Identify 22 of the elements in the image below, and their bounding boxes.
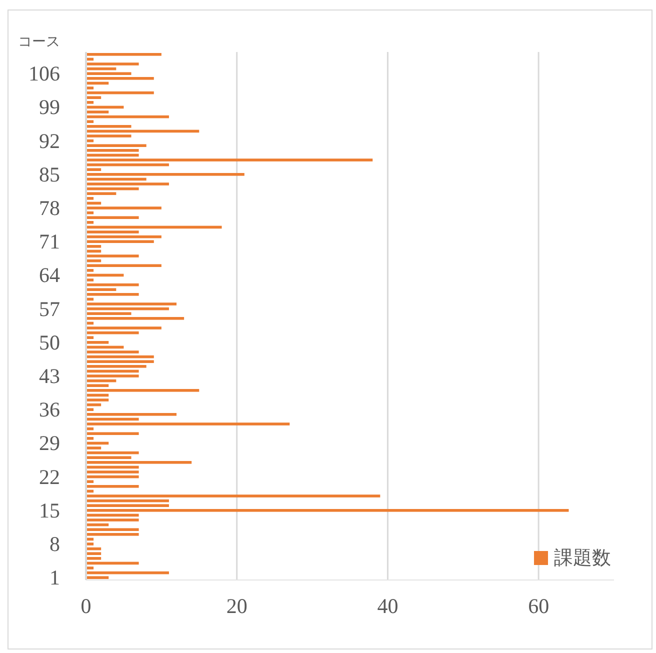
y-tick-label: 64: [39, 263, 60, 288]
y-tick-label: 50: [39, 330, 60, 354]
legend-label: 課題数: [554, 547, 611, 569]
x-tick-label: 20: [226, 594, 248, 618]
y-tick-label: 78: [39, 196, 60, 220]
x-tick-label: 60: [528, 594, 550, 618]
y-tick-label: 15: [39, 498, 60, 522]
x-tick-label: 0: [80, 594, 92, 618]
y-tick-label: 85: [39, 162, 60, 186]
y-tick-label: 29: [39, 431, 60, 456]
y-tick-label: 36: [39, 398, 60, 422]
y-tick-label: 57: [39, 296, 60, 321]
y-axis-title: コース: [18, 35, 60, 50]
y-tick-label: 43: [39, 364, 60, 388]
y-tick-label: 71: [39, 230, 60, 254]
y-tick-label: 99: [39, 95, 60, 120]
x-tick-label: 40: [377, 594, 398, 618]
y-tick-label: 1: [50, 566, 60, 590]
y-tick-label: 22: [39, 464, 60, 489]
y-tick-label: 8: [50, 532, 60, 556]
y-tick-label: 106: [28, 62, 60, 86]
y-tick-label: 92: [39, 128, 60, 153]
